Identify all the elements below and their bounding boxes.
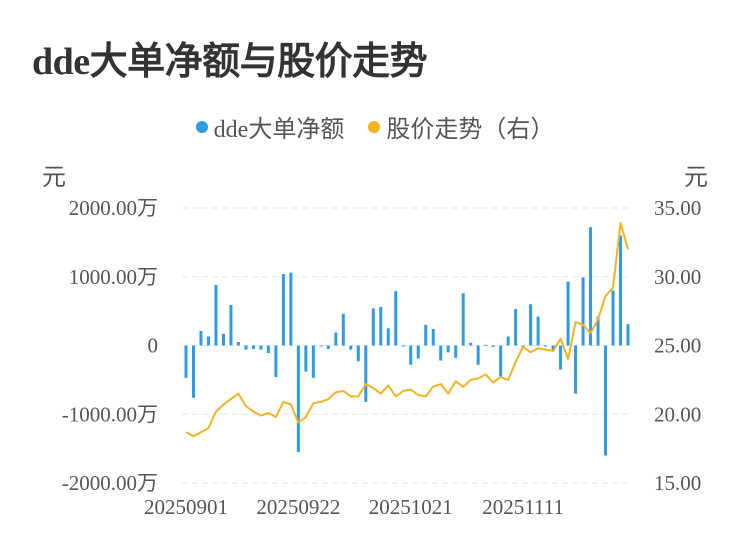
dde-bar xyxy=(394,291,398,346)
left-tick-label: -2000.00万 xyxy=(62,471,158,495)
legend-dot-dde xyxy=(195,120,208,133)
dde-bar xyxy=(206,336,210,346)
dde-bar xyxy=(356,345,360,362)
left-tick-label: -1000.00万 xyxy=(62,402,158,426)
dde-bar xyxy=(319,345,323,347)
dde-bar xyxy=(461,293,465,346)
legend-item-dde[interactable]: dde大单净额 xyxy=(195,109,345,144)
dde-bar xyxy=(491,345,495,347)
dde-bar xyxy=(559,345,563,370)
dde-bar xyxy=(499,345,503,377)
dde-bar xyxy=(191,345,195,398)
dde-bar xyxy=(536,316,540,346)
dde-bar xyxy=(544,345,548,347)
dde-bar xyxy=(274,345,278,378)
chart-title: dde大单净额与股价走势 xyxy=(32,41,428,83)
right-tick-label: 35.00 xyxy=(654,196,701,220)
dde-bar xyxy=(476,345,480,365)
dde-bar xyxy=(469,342,473,346)
dde-bar xyxy=(566,281,570,346)
dde-bar xyxy=(446,345,450,353)
dde-bar xyxy=(439,345,443,361)
dde-bar xyxy=(596,316,600,346)
dde-bar xyxy=(349,345,353,350)
x-tick-label: 20250901 xyxy=(144,495,228,519)
right-tick-label: 30.00 xyxy=(654,265,701,289)
left-tick-label: 2000.00万 xyxy=(69,196,158,220)
dde-bar xyxy=(626,324,630,346)
dde-bar xyxy=(379,307,383,346)
dde-bar xyxy=(619,235,623,346)
dde-bar xyxy=(454,345,458,358)
dde-bar xyxy=(401,345,405,347)
dde-bar xyxy=(334,332,338,346)
dde-bar xyxy=(236,342,240,346)
dde-bar xyxy=(184,345,188,378)
dde-bar xyxy=(304,345,308,372)
dde-bar xyxy=(581,277,585,346)
dde-bar xyxy=(529,304,533,346)
dde-bar xyxy=(574,345,578,394)
dde-bar xyxy=(611,290,615,346)
dde-bar xyxy=(199,331,203,346)
dde-bar xyxy=(604,345,608,456)
left-tick-label: 1000.00万 xyxy=(69,265,158,289)
dde-bar xyxy=(506,336,510,346)
legend: dde大单净额 股价走势（右） xyxy=(0,109,750,144)
x-tick-label: 20251021 xyxy=(369,495,453,519)
dde-bar xyxy=(551,345,555,351)
dde-bar xyxy=(281,274,285,346)
dde-bar xyxy=(514,309,518,346)
dde-bar xyxy=(251,345,255,349)
left-tick-label: 0 xyxy=(148,334,159,358)
dde-bar xyxy=(229,304,233,346)
legend-label-price: 股价走势（右） xyxy=(386,117,555,143)
price-line xyxy=(185,222,629,438)
dde-bar xyxy=(296,345,300,453)
right-axis-unit: 元 xyxy=(684,165,708,191)
x-tick-label: 20250922 xyxy=(256,495,340,519)
dde-bar xyxy=(424,324,428,346)
dde-bar xyxy=(589,227,593,346)
dde-bar xyxy=(266,345,270,354)
legend-item-price[interactable]: 股价走势（右） xyxy=(368,109,554,144)
x-tick-label: 20251111 xyxy=(482,495,564,519)
dde-bar xyxy=(386,328,390,346)
dde-bar xyxy=(409,345,413,365)
legend-label-dde: dde大单净额 xyxy=(213,117,345,143)
dde-bar xyxy=(214,285,218,346)
dde-bar xyxy=(484,344,488,346)
dde-bar xyxy=(431,329,435,346)
dde-bar xyxy=(371,308,375,346)
legend-dot-price xyxy=(368,120,381,133)
dde-bar xyxy=(259,345,263,350)
right-tick-label: 20.00 xyxy=(654,402,701,426)
dde-bar xyxy=(221,333,225,346)
dde-bar xyxy=(416,345,420,359)
dde-bar xyxy=(244,345,248,350)
left-axis-unit: 元 xyxy=(42,165,66,191)
dde-bar xyxy=(289,272,293,346)
right-tick-label: 15.00 xyxy=(654,471,701,495)
dde-bar xyxy=(311,345,315,378)
dde-bar xyxy=(341,313,345,346)
dde-bar xyxy=(326,345,330,349)
dde-bar xyxy=(364,345,368,402)
right-tick-label: 25.00 xyxy=(654,334,701,358)
